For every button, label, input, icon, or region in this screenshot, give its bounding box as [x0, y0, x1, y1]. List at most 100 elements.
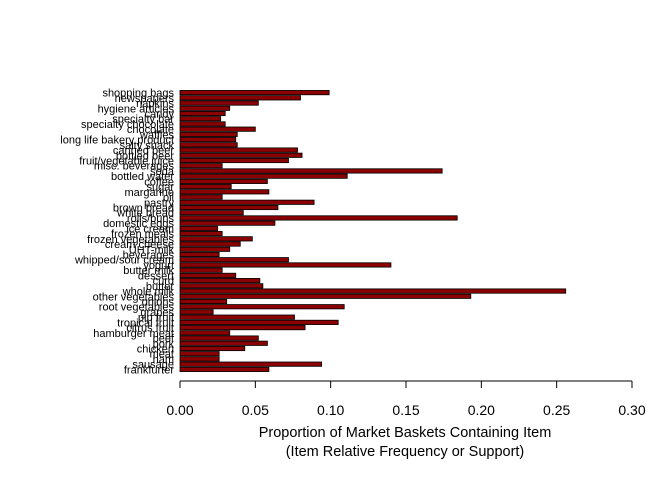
category-label: pip fruit: [138, 312, 174, 324]
bar-sugar: [179, 184, 232, 190]
category-label: onions: [142, 297, 175, 309]
category-label: misc. beverages: [94, 161, 175, 173]
bar-yogurt: [179, 262, 392, 268]
bar-fruit-vegetable-juice: [179, 157, 289, 164]
category-label: butter milk: [123, 265, 174, 277]
bar-waffles: [179, 131, 238, 137]
category-label: coffee: [144, 176, 174, 188]
x-axis: 0.00 0.05 0.10 0.15 0.20 0.25 0.30: [166, 380, 646, 418]
category-label: chocolate: [127, 124, 174, 136]
category-label: shopping bags: [102, 88, 174, 100]
category-label: citrus fruit: [126, 323, 174, 335]
x-tick-label: 0.20: [468, 402, 495, 418]
category-label: napkins: [136, 98, 174, 110]
category-label: grapes: [140, 307, 174, 319]
category-label: brown bread: [113, 203, 174, 215]
category-label: canned beer: [113, 145, 174, 157]
category-label: frankfurter: [124, 364, 174, 376]
category-label: meat: [150, 349, 174, 361]
bar-bottled-beer: [179, 152, 303, 158]
bar-napkins: [179, 100, 259, 106]
category-label: ham: [153, 354, 174, 366]
bar-white-bread: [179, 210, 244, 216]
bar-candy: [179, 110, 226, 117]
bar-misc-beverages: [179, 163, 223, 169]
bar-series: [179, 90, 567, 372]
category-label: hamburger meat: [93, 328, 174, 340]
category-label: frozen meals: [111, 229, 174, 241]
bar-grapes: [179, 309, 214, 315]
bar-butter: [179, 283, 264, 289]
category-label: UHT-milk: [129, 244, 175, 256]
bar-chicken: [179, 345, 246, 352]
bar-coffee: [179, 178, 268, 184]
bar-curd: [179, 278, 261, 284]
bar-newspapers: [179, 95, 301, 101]
category-label: bottled beer: [116, 150, 174, 162]
category-label: tropical fruit: [117, 317, 174, 329]
category-label: whole milk: [122, 286, 175, 298]
bar-cream-cheese: [179, 241, 241, 247]
category-label: pastry: [144, 197, 174, 209]
bar-brown-bread: [179, 204, 279, 211]
category-label: beef: [153, 333, 175, 345]
bar-onions: [179, 298, 228, 305]
category-labels: frankfurtersausagehammeatchickenporkbeef…: [60, 88, 175, 377]
category-label: fruit/vegetable juice: [79, 156, 174, 168]
bar-salty-snack: [179, 142, 238, 148]
category-label: curd: [153, 276, 174, 288]
x-axis-title-line1: Proportion of Market Baskets Containing …: [259, 425, 552, 441]
category-label: dessert: [138, 270, 174, 282]
bar-frozen-vegetables: [179, 236, 253, 242]
category-label: butter: [146, 281, 174, 293]
bar-long-life-bakery-product: [179, 137, 237, 143]
category-label: soda: [150, 166, 175, 178]
x-tick-label: 0.25: [543, 402, 570, 418]
bar-chocolate: [179, 126, 256, 132]
category-label: domestic eggs: [103, 218, 174, 230]
category-label: newspapers: [115, 93, 175, 105]
category-label: whipped/sour cream: [74, 255, 174, 267]
bar-specialty-chocolate: [179, 121, 226, 127]
x-tick-label: 0.00: [166, 402, 193, 418]
bar-sausage: [179, 361, 323, 367]
bar-ice-cream: [179, 225, 219, 231]
category-label: sugar: [146, 182, 174, 194]
category-label: rolls/buns: [127, 213, 175, 225]
bar-citrus-fruit: [179, 325, 306, 331]
category-label: frozen vegetables: [87, 234, 174, 246]
bar-other-vegetables: [179, 293, 472, 299]
bar-meat: [179, 351, 220, 357]
category-label: specialty bar: [112, 114, 174, 126]
x-tick-label: 0.10: [317, 402, 344, 418]
category-label: ice cream: [126, 223, 174, 235]
x-tick-label: 0.05: [242, 402, 269, 418]
bar-whipped-sour-cream: [179, 257, 289, 263]
category-label: cream cheese: [105, 239, 174, 251]
category-label: margarine: [124, 187, 174, 199]
bar-soda: [179, 168, 443, 174]
bar-ham: [179, 356, 220, 362]
bar-oil: [179, 194, 223, 200]
bar-pork: [179, 340, 268, 346]
bar-margarine: [179, 189, 270, 195]
bar-tropical-fruit: [179, 319, 339, 325]
bar-pastry: [179, 199, 315, 205]
category-label: waffles: [139, 129, 175, 141]
bar-domestic-eggs: [179, 220, 276, 226]
category-label: yogurt: [143, 260, 174, 272]
bar-hamburger-meat: [179, 330, 231, 336]
bar-specialty-bar: [179, 116, 222, 122]
bar-bottled-water: [179, 173, 348, 179]
category-label: salty snack: [120, 140, 175, 152]
bar-root-vegetables: [179, 304, 345, 310]
category-label: oil: [163, 192, 174, 204]
category-label: candy: [145, 109, 175, 121]
bar-beef: [179, 335, 259, 341]
category-label: long life bakery product: [60, 135, 174, 147]
category-label: pork: [153, 338, 175, 350]
bar-butter-milk: [179, 267, 223, 273]
category-label: hygiene articles: [98, 103, 175, 115]
x-tick-label: 0.30: [618, 402, 645, 418]
